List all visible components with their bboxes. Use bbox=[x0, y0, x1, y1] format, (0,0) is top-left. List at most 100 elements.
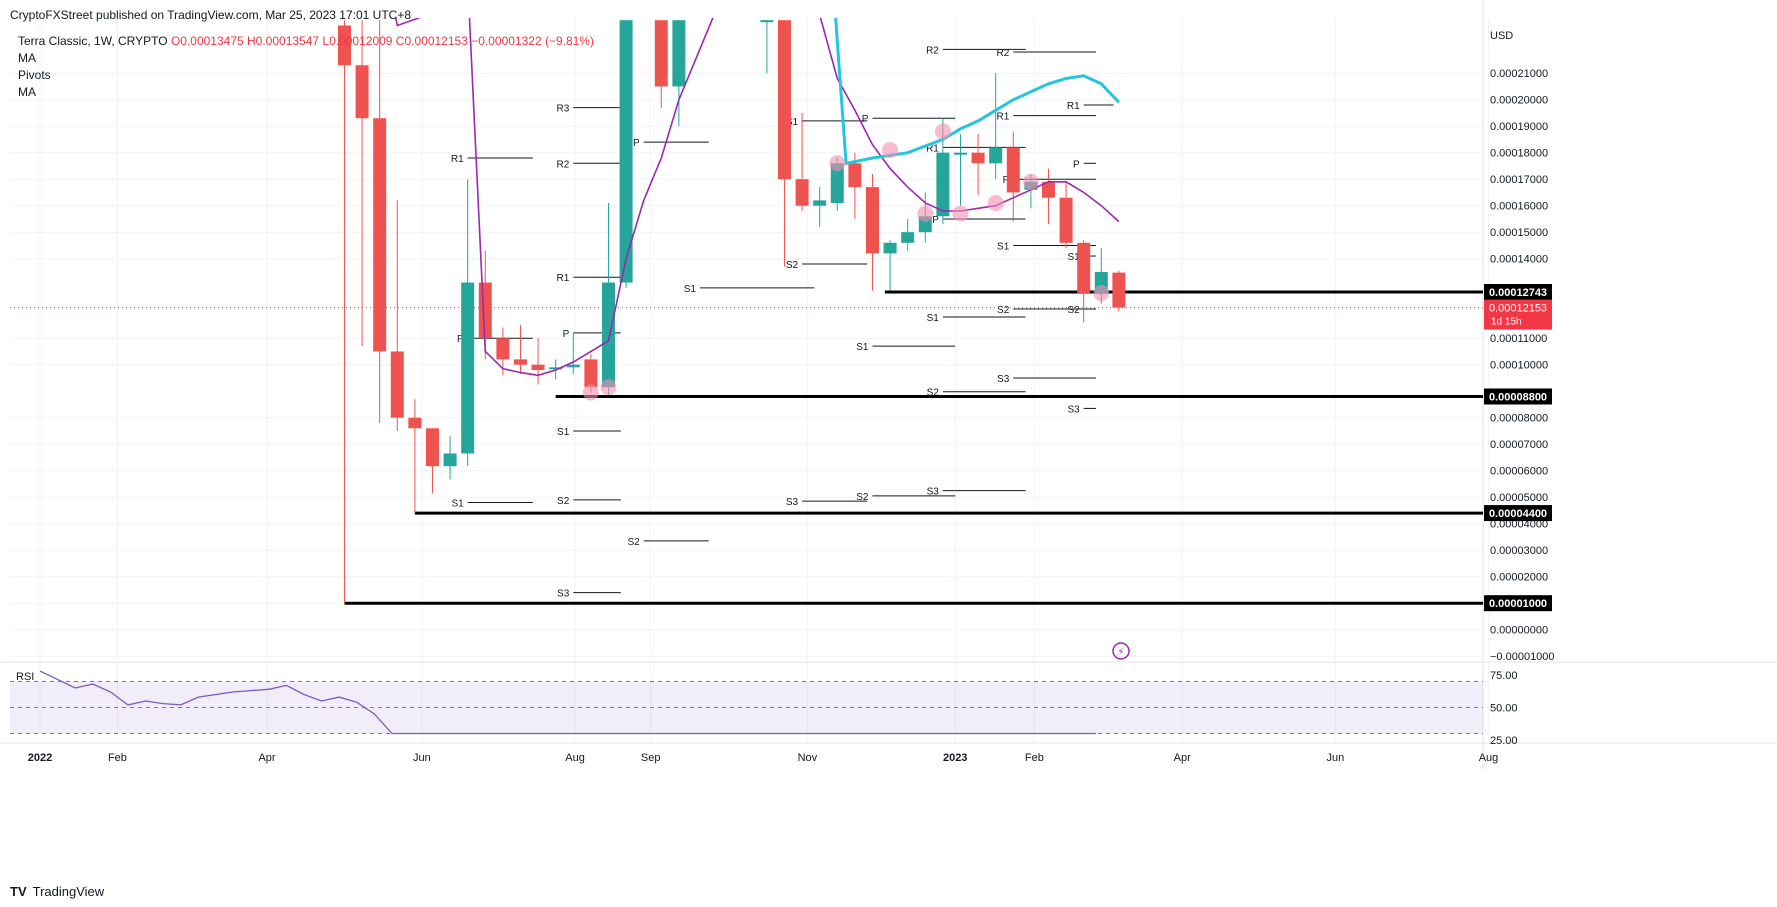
pivot-label-s3: S3 bbox=[786, 497, 799, 508]
tradingview-brand[interactable]: TV TradingView bbox=[10, 884, 104, 899]
pivot-label-s2: S2 bbox=[786, 260, 799, 271]
published-line: CryptoFXStreet published on TradingView.… bbox=[10, 8, 411, 22]
candle-down bbox=[654, 20, 668, 87]
candle-up bbox=[443, 453, 457, 467]
candle-down bbox=[848, 163, 862, 188]
time-tick-label: Nov bbox=[798, 752, 818, 764]
level-badge bbox=[1484, 505, 1552, 522]
price-tick-label: 0.00006000 bbox=[1490, 466, 1548, 478]
price-tick-label: 0.00002000 bbox=[1490, 572, 1548, 584]
indicator-ma-label[interactable]: MA bbox=[18, 51, 36, 65]
indicator-pivots-label[interactable]: Pivots bbox=[18, 68, 51, 82]
time-tick-label: 2022 bbox=[28, 752, 52, 764]
indicator-ma2-label[interactable]: MA bbox=[18, 85, 36, 99]
pivot-label-s2: S2 bbox=[557, 496, 570, 507]
candle-down bbox=[1006, 147, 1020, 193]
pivot-label-p: P bbox=[932, 215, 939, 226]
pivot-label-p: P bbox=[633, 138, 640, 149]
level-badge-label: 0.00008800 bbox=[1489, 391, 1547, 403]
highlight-circle bbox=[934, 123, 951, 140]
event-marker-icon bbox=[1112, 642, 1130, 660]
price-tick-label: 0.00008000 bbox=[1490, 413, 1548, 425]
price-tick-label: 0.00005000 bbox=[1490, 492, 1548, 504]
pivot-label-p: P bbox=[1073, 159, 1080, 170]
candle-up bbox=[936, 152, 950, 217]
price-tick-label: 0.00017000 bbox=[1490, 174, 1548, 186]
pivot-label-s2: S2 bbox=[856, 492, 869, 503]
pivot-label-s1: S1 bbox=[997, 241, 1010, 252]
time-tick-label: Apr bbox=[258, 752, 275, 764]
highlight-circle bbox=[829, 155, 846, 172]
candle-up bbox=[830, 163, 844, 204]
candle-up bbox=[760, 20, 774, 23]
pivot-label-r1: R1 bbox=[926, 143, 939, 154]
rsi-tick-label: 25.00 bbox=[1490, 735, 1518, 747]
rsi-label: RSI bbox=[16, 671, 34, 683]
highlight-circle bbox=[882, 142, 899, 159]
price-tick-label: 0.00007000 bbox=[1490, 439, 1548, 451]
pivot-label-s1: S1 bbox=[557, 427, 570, 438]
pivot-label-s2: S2 bbox=[1067, 305, 1080, 316]
currency-label: USD bbox=[1490, 30, 1513, 42]
price-tick-label: 0.00020000 bbox=[1490, 95, 1548, 107]
candle-up bbox=[901, 232, 915, 243]
rsi-line bbox=[39, 670, 1096, 735]
pivot-label-s1: S1 bbox=[684, 284, 697, 295]
pivot-label-r2: R2 bbox=[996, 48, 1009, 59]
time-tick-label: Jun bbox=[1326, 752, 1344, 764]
pivot-label-p: P bbox=[862, 114, 869, 125]
candle-up bbox=[883, 242, 897, 254]
price-tick-label: 0.00018000 bbox=[1490, 148, 1548, 160]
symbol-line: Terra Classic, 1W, CRYPTO O0.00013475 H0… bbox=[18, 34, 594, 48]
pivot-label-s2: S2 bbox=[997, 305, 1010, 316]
pivot-label-s2: S2 bbox=[927, 388, 940, 399]
price-tick-label: 0.00016000 bbox=[1490, 201, 1548, 213]
symbol-title: Terra Classic, 1W, CRYPTO bbox=[18, 34, 168, 48]
pivot-label-s1: S1 bbox=[1067, 252, 1080, 263]
candle-down bbox=[584, 359, 598, 388]
price-tick-label: 0.00000000 bbox=[1490, 625, 1548, 637]
candle-up bbox=[813, 200, 827, 206]
candle-down bbox=[971, 152, 985, 164]
pivot-label-r1: R1 bbox=[556, 273, 569, 284]
current-price-badge bbox=[1484, 299, 1552, 330]
candle-down bbox=[513, 359, 527, 365]
candle-up bbox=[461, 282, 475, 454]
candle-down bbox=[1077, 242, 1091, 294]
pivot-label-p: P bbox=[1003, 175, 1010, 186]
time-tick-label: Feb bbox=[1025, 752, 1044, 764]
candle-up bbox=[989, 147, 1003, 164]
level-badge bbox=[1484, 284, 1552, 300]
pivot-label-r1: R1 bbox=[996, 112, 1009, 123]
pivot-label-s3: S3 bbox=[997, 374, 1010, 385]
candle-down bbox=[355, 65, 369, 119]
pivot-label-p: P bbox=[457, 334, 464, 345]
price-tick-label: 0.00004000 bbox=[1490, 519, 1548, 531]
candle-down bbox=[337, 25, 351, 66]
pivot-label-r2: R2 bbox=[926, 45, 939, 56]
highlight-circle bbox=[600, 379, 617, 396]
current-price-label: 0.00012153 bbox=[1489, 303, 1547, 315]
candle-down bbox=[1041, 181, 1055, 198]
lightning-icon: ⚡ bbox=[1117, 647, 1124, 658]
price-tick-label: −0.00001000 bbox=[1490, 651, 1555, 663]
candle-down bbox=[795, 179, 809, 206]
level-badge bbox=[1484, 595, 1552, 612]
pivot-label-p: P bbox=[563, 329, 570, 340]
highlight-circle bbox=[917, 205, 934, 222]
time-tick-label: 2023 bbox=[943, 752, 967, 764]
brand-name: TradingView bbox=[32, 884, 105, 899]
candle-up bbox=[953, 152, 967, 155]
pivot-label-s2: S2 bbox=[627, 537, 640, 548]
level-badge-label: 0.00004400 bbox=[1489, 508, 1547, 520]
price-tick-label: 0.00021000 bbox=[1490, 68, 1548, 80]
price-tick-label: 0.00011000 bbox=[1490, 333, 1547, 345]
highlight-circle bbox=[952, 205, 969, 222]
highlight-circle bbox=[1093, 285, 1110, 302]
candle-up bbox=[566, 364, 580, 368]
pivot-label-s3: S3 bbox=[1067, 404, 1080, 415]
pivot-label-s1: S1 bbox=[856, 342, 869, 353]
candle-down bbox=[865, 187, 879, 254]
pivot-label-r3: R3 bbox=[556, 104, 569, 115]
